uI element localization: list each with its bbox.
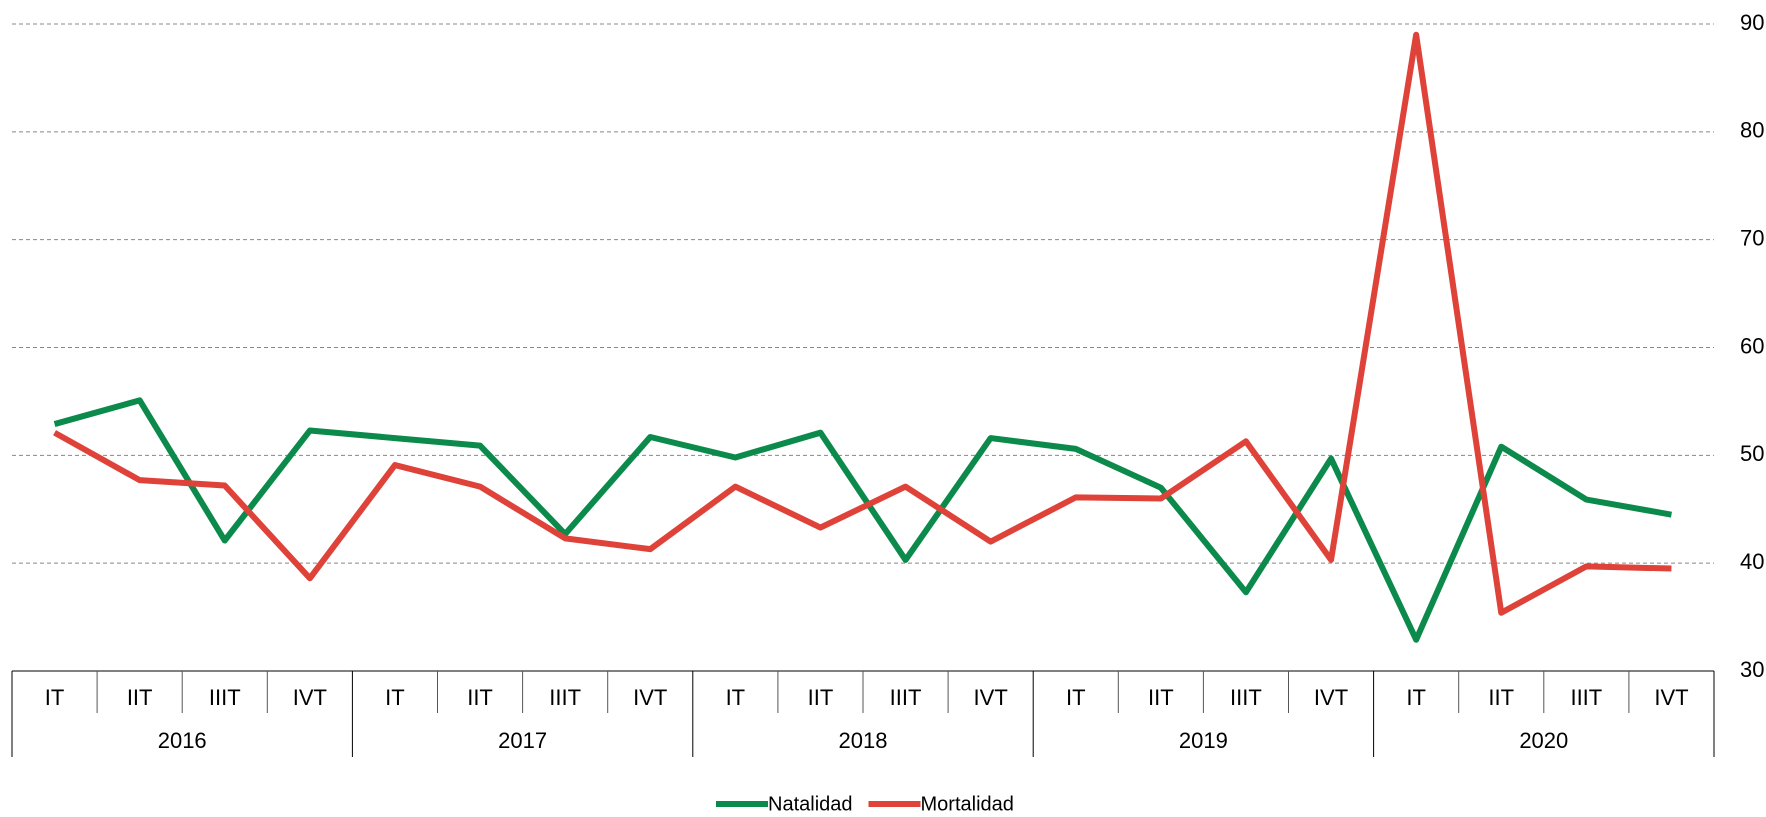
x-tick-label: IVT: [633, 685, 667, 710]
x-tick-label: IIT: [1488, 685, 1514, 710]
x-tick-label: IIT: [127, 685, 153, 710]
year-label: 2019: [1179, 728, 1228, 753]
x-tick-label: IIIT: [1570, 685, 1602, 710]
x-tick-label: IIT: [808, 685, 834, 710]
x-tick-label: IT: [1066, 685, 1086, 710]
year-label: 2016: [158, 728, 207, 753]
x-tick-label: IVT: [974, 685, 1008, 710]
y-tick-label: 70: [1740, 225, 1764, 250]
x-tick-label: IIIT: [890, 685, 922, 710]
x-tick-label: IVT: [1314, 685, 1348, 710]
x-tick-label: IT: [726, 685, 746, 710]
x-tick-label: IVT: [293, 685, 327, 710]
x-tick-label: IT: [385, 685, 405, 710]
x-tick-label: IT: [45, 685, 65, 710]
y-tick-label: 30: [1740, 657, 1764, 682]
legend-label: Mortalidad: [921, 793, 1014, 815]
x-tick-label: IVT: [1654, 685, 1688, 710]
year-label: 2017: [498, 728, 547, 753]
x-tick-label: IIT: [1148, 685, 1174, 710]
x-tick-label: IIIT: [209, 685, 241, 710]
x-tick-label: IIIT: [1230, 685, 1262, 710]
y-tick-label: 40: [1740, 549, 1764, 574]
legend-label: Natalidad: [768, 793, 853, 815]
year-label: 2018: [839, 728, 888, 753]
year-label: 2020: [1519, 728, 1568, 753]
y-tick-label: 60: [1740, 333, 1764, 358]
x-tick-label: IIIT: [549, 685, 581, 710]
y-tick-label: 90: [1740, 10, 1764, 35]
line-series: [53, 397, 1672, 643]
y-tick-label: 80: [1740, 118, 1764, 143]
x-tick-label: IT: [1406, 685, 1426, 710]
y-tick-label: 50: [1740, 441, 1764, 466]
line-series: [53, 31, 1672, 616]
x-tick-label: IIT: [467, 685, 493, 710]
